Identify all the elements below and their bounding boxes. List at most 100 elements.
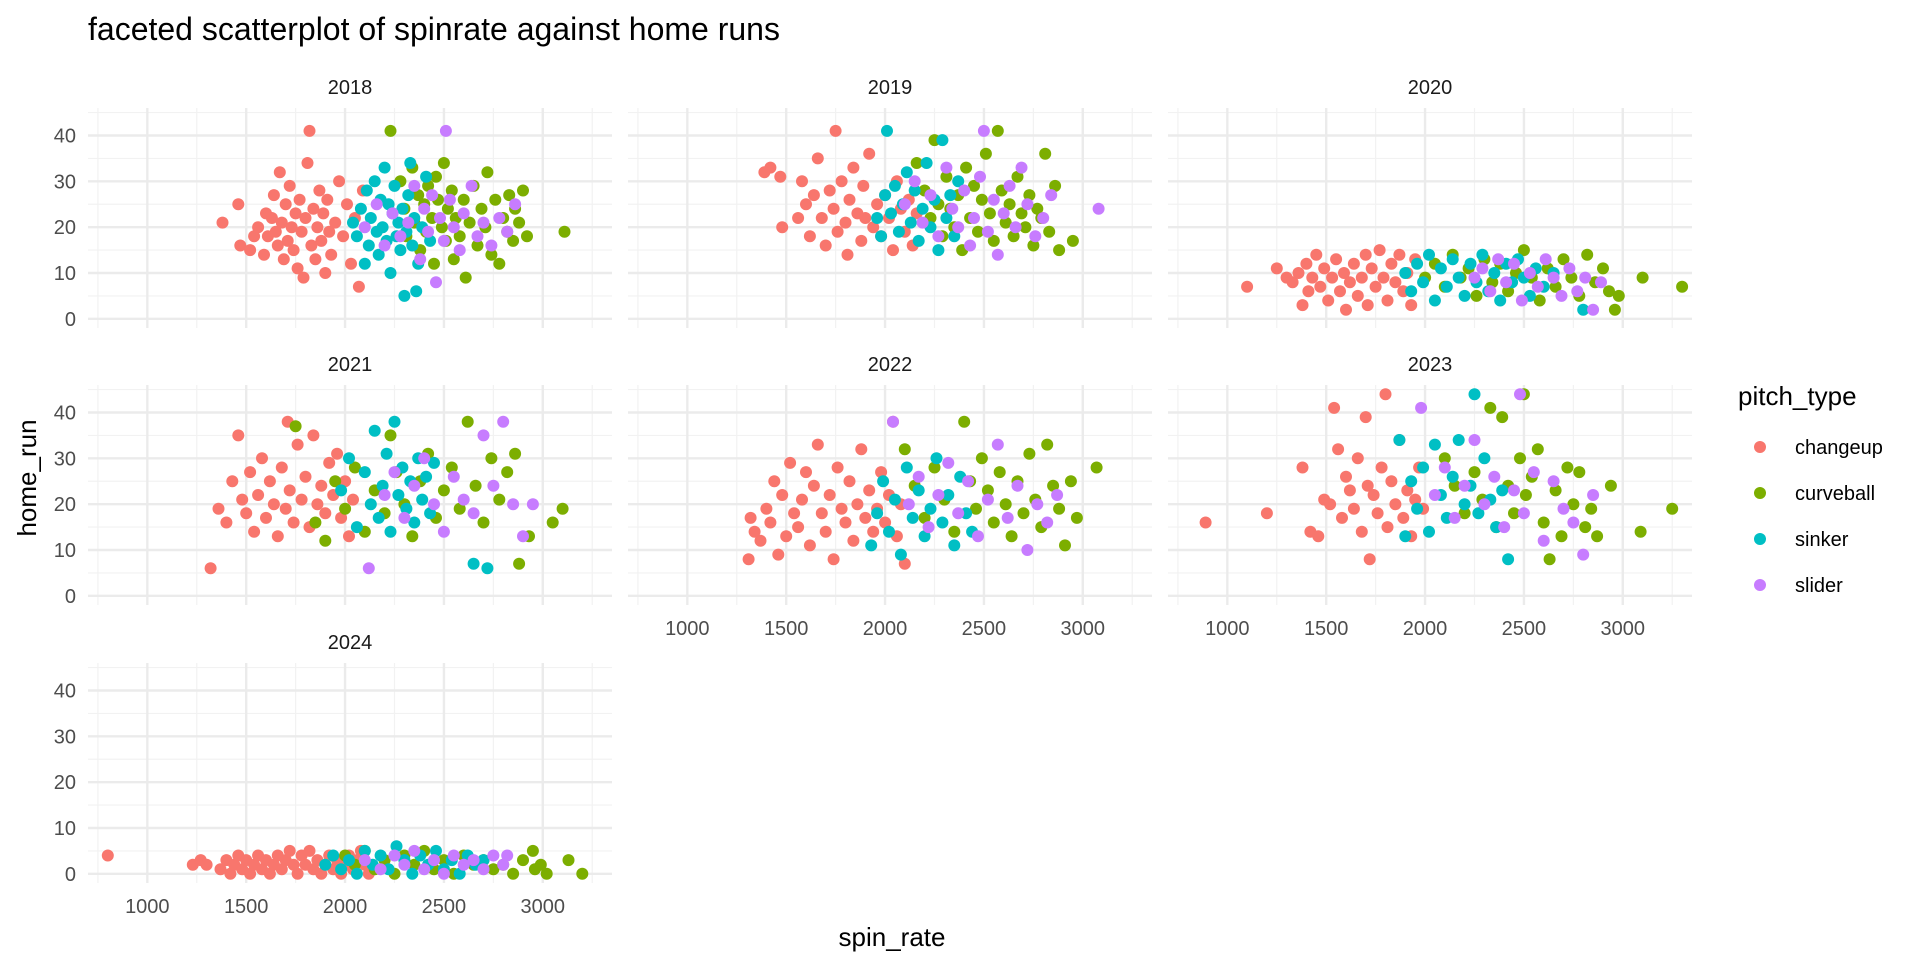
point-slider bbox=[1523, 267, 1536, 279]
point-curveball bbox=[1531, 443, 1544, 456]
point-sinker bbox=[940, 212, 953, 224]
point-changeup bbox=[303, 124, 316, 137]
point-slider bbox=[1468, 271, 1481, 284]
point-changeup bbox=[800, 466, 812, 479]
point-slider bbox=[942, 456, 955, 469]
point-slider bbox=[447, 470, 460, 483]
point-slider bbox=[398, 511, 411, 524]
point-slider bbox=[1051, 489, 1064, 501]
point-curveball bbox=[493, 257, 506, 270]
point-sinker bbox=[932, 244, 945, 257]
point-slider bbox=[1003, 179, 1016, 192]
x-tick-label: 1500 bbox=[764, 618, 809, 640]
facet-panel-2022: 2022 1000 1500 2000 2500 3000 bbox=[628, 354, 1152, 640]
point-changeup bbox=[1397, 511, 1410, 524]
facets-layer: 2018 0 10 20 30 40 2019 2020 2021 0 10 20 30 40 2022 10… bbox=[54, 77, 1692, 918]
point-curveball bbox=[918, 511, 931, 524]
point-slider bbox=[952, 507, 965, 520]
point-sinker bbox=[1417, 276, 1430, 289]
point-changeup bbox=[244, 867, 257, 880]
point-slider bbox=[1555, 289, 1568, 302]
point-changeup bbox=[1361, 479, 1374, 492]
point-curveball bbox=[457, 193, 470, 206]
point-slider bbox=[477, 863, 490, 876]
point-slider bbox=[467, 854, 480, 867]
point-slider bbox=[974, 170, 986, 183]
point-sinker bbox=[1417, 461, 1430, 474]
point-sinker bbox=[408, 516, 421, 529]
point-curveball bbox=[968, 179, 980, 192]
point-changeup bbox=[839, 216, 852, 229]
y-tick-label: 40 bbox=[54, 681, 76, 703]
point-curveball bbox=[1581, 248, 1594, 261]
point-curveball bbox=[477, 516, 490, 529]
point-sinker bbox=[1405, 475, 1418, 488]
point-slider bbox=[1508, 484, 1520, 497]
point-slider bbox=[991, 438, 1004, 451]
point-curveball bbox=[576, 867, 589, 880]
point-curveball bbox=[481, 166, 494, 179]
point-slider bbox=[386, 207, 399, 220]
point-changeup bbox=[273, 166, 286, 179]
y-tick-label: 20 bbox=[54, 494, 76, 516]
point-changeup bbox=[303, 844, 316, 857]
facet-strip-label: 2024 bbox=[328, 632, 373, 654]
point-changeup bbox=[212, 502, 225, 515]
point-curveball bbox=[1064, 475, 1077, 488]
legend: pitch_type changeup curveball sinker slider bbox=[1738, 381, 1883, 597]
point-changeup bbox=[1377, 271, 1390, 284]
point-changeup bbox=[1199, 516, 1212, 529]
point-curveball bbox=[348, 461, 361, 474]
point-sinker bbox=[382, 198, 395, 211]
point-changeup bbox=[1292, 267, 1305, 279]
point-slider bbox=[439, 124, 452, 137]
x-tick-label: 3000 bbox=[521, 896, 566, 918]
point-sinker bbox=[372, 511, 385, 524]
point-slider bbox=[501, 849, 514, 862]
point-changeup bbox=[811, 152, 824, 165]
point-curveball bbox=[1519, 489, 1532, 501]
point-curveball bbox=[993, 466, 1006, 479]
point-curveball bbox=[1604, 479, 1617, 492]
point-changeup bbox=[764, 161, 777, 174]
point-changeup bbox=[256, 452, 268, 465]
point-curveball bbox=[408, 858, 421, 871]
point-curveball bbox=[1005, 530, 1018, 543]
facet-panel-2023: 2023 1000 1500 2000 2500 3000 bbox=[1168, 354, 1692, 640]
point-changeup bbox=[792, 521, 805, 534]
point-sinker bbox=[1478, 452, 1491, 465]
point-sinker bbox=[358, 257, 371, 270]
point-curveball bbox=[1634, 525, 1647, 538]
point-slider bbox=[972, 530, 984, 543]
point-slider bbox=[1009, 221, 1022, 234]
point-slider bbox=[1498, 521, 1511, 534]
point-changeup bbox=[234, 239, 247, 252]
point-changeup bbox=[260, 511, 272, 524]
point-changeup bbox=[1373, 244, 1386, 257]
facet-strip-label: 2021 bbox=[328, 354, 373, 376]
point-changeup bbox=[263, 867, 276, 880]
point-changeup bbox=[283, 484, 296, 497]
point-curveball bbox=[546, 516, 559, 529]
point-sinker bbox=[388, 179, 401, 192]
point-curveball bbox=[928, 461, 941, 474]
point-curveball bbox=[453, 502, 466, 515]
point-slider bbox=[1595, 276, 1607, 289]
point-changeup bbox=[815, 212, 828, 224]
point-slider bbox=[1500, 276, 1513, 289]
point-curveball bbox=[1066, 234, 1079, 247]
y-tick-label: 20 bbox=[54, 217, 76, 239]
point-slider bbox=[964, 239, 977, 252]
point-sinker bbox=[1452, 434, 1465, 446]
point-curveball bbox=[475, 202, 488, 215]
point-slider bbox=[1527, 466, 1540, 479]
y-tick-label: 20 bbox=[54, 772, 76, 794]
point-slider bbox=[1547, 271, 1560, 284]
point-curveball bbox=[1053, 502, 1066, 515]
point-changeup bbox=[1351, 289, 1364, 302]
point-sinker bbox=[1464, 257, 1477, 270]
point-curveball bbox=[507, 867, 520, 880]
point-changeup bbox=[1334, 285, 1346, 298]
point-slider bbox=[1587, 303, 1600, 316]
point-curveball bbox=[1041, 438, 1054, 451]
